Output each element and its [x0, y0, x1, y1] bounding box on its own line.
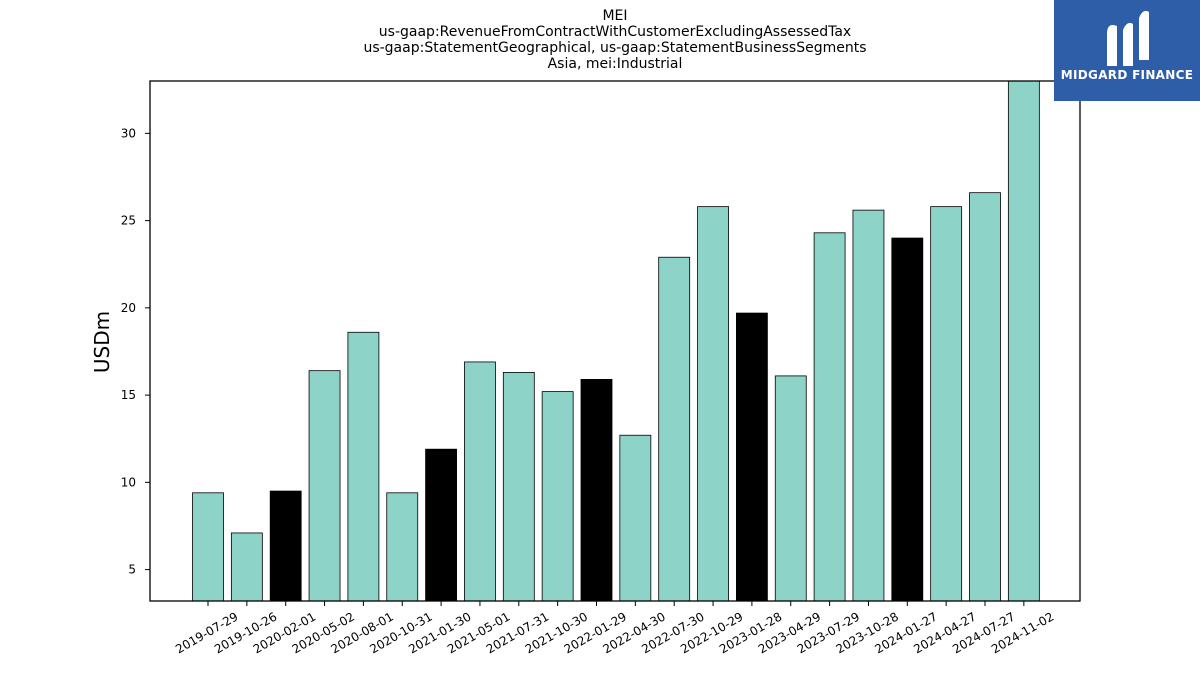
midgard-logo-icon [1107, 10, 1149, 66]
y-tick-label: 20 [121, 301, 136, 315]
bar-2023-04-29 [774, 375, 807, 602]
y-tick-label: 5 [128, 563, 136, 577]
bar-2019-10-26 [230, 532, 263, 602]
bar-2024-04-27 [930, 206, 963, 602]
chart-title-line-4: Asia, mei:Industrial [548, 56, 683, 72]
bar-2021-01-30 [425, 448, 458, 602]
bar-2024-07-27 [969, 192, 1001, 602]
bar-2020-10-31 [386, 492, 419, 602]
brand-logo: MIDGARD FINANCE [1054, 0, 1200, 101]
bar-2020-08-01 [347, 331, 380, 602]
bar-2024-01-27 [891, 237, 924, 602]
bar-2023-07-29 [813, 232, 846, 602]
y-axis: 5 10 15 20 25 30 [121, 126, 150, 577]
chart-title-line-2: us-gaap:RevenueFromContractWithCustomerE… [379, 24, 851, 40]
y-tick-label: 10 [121, 475, 136, 489]
y-axis-label: USDm [90, 311, 114, 373]
bar-2022-07-30 [658, 256, 691, 602]
logo-text: MIDGARD FINANCE [1060, 68, 1194, 82]
bar-2024-11-02 [1007, 80, 1040, 602]
bars-group [192, 80, 1040, 602]
bar-2020-02-01 [269, 490, 302, 602]
chart-title-line-3: us-gaap:StatementGeographical, us-gaap:S… [363, 40, 866, 56]
bar-2022-04-30 [619, 434, 652, 602]
bar-2022-01-29 [580, 378, 613, 602]
bar-2023-01-28 [736, 312, 768, 602]
plot-frame [149, 80, 1081, 602]
y-tick-label: 25 [121, 214, 136, 228]
bar-2019-07-29 [192, 492, 224, 602]
bar-2022-10-29 [697, 206, 729, 602]
chart-title-line-1: MEI [602, 8, 627, 24]
bar-2021-07-31 [502, 372, 535, 602]
bar-2021-05-01 [464, 361, 496, 602]
bar-2023-10-28 [852, 209, 885, 602]
chart-title: MEI us-gaap:RevenueFromContractWithCusto… [363, 8, 866, 72]
y-tick-label: 15 [121, 388, 136, 402]
y-tick-label: 30 [121, 126, 136, 140]
bar-2021-10-30 [541, 391, 574, 602]
bar-2020-05-02 [308, 370, 341, 602]
x-axis: 2019-07-292019-10-262020-02-012020-05-02… [173, 601, 1056, 656]
